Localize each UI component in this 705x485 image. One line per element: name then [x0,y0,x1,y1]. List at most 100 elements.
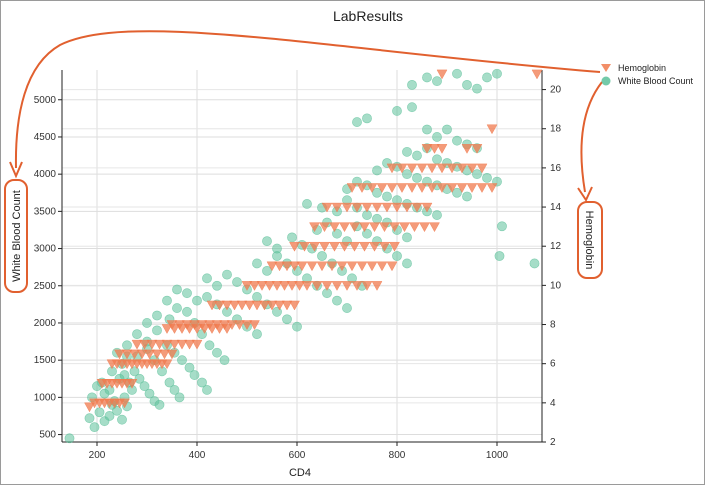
hemoglobin-point [309,241,320,252]
x-tick-label: 200 [89,450,106,461]
hemoglobin-point [204,320,215,331]
hemoglobin-point [289,261,300,272]
hemoglobin-point [339,222,350,233]
hemoglobin-point [161,359,173,370]
hemoglobin-point [376,261,388,272]
wbc-point [392,251,402,261]
hemoglobin-point [366,261,378,272]
wbc-point [89,422,100,433]
wbc-point [154,399,165,410]
wbc-point [482,72,492,83]
wbc-point [432,76,442,87]
wbc-point [182,306,192,317]
wbc-point [362,113,372,124]
hemoglobin-point [301,281,313,291]
hemoglobin-point [359,222,370,233]
hemoglobin-point [396,163,408,174]
wbc-point [372,187,382,198]
hemoglobin-point [279,281,290,291]
wbc-point [352,117,362,127]
wbc-point [164,377,175,388]
hemoglobin-point [309,222,320,233]
hemoglobin-point [399,222,410,233]
hemoglobin-point [416,163,428,174]
x-axis-title: CD4 [289,467,311,479]
hemoglobin-point [191,339,203,350]
x-tick-label: 800 [389,450,406,461]
hemoglobin-point [219,320,230,331]
y-right-tick-label: 2 [550,437,556,448]
hemoglobin-point [341,281,353,291]
hemoglobin-point [316,261,328,272]
y-axis-right-title: Hemoglobin [583,211,595,270]
y-right-tick-label: 14 [550,202,562,213]
y-right-tick-label: 8 [550,320,556,331]
data-points [64,68,543,444]
annotation-arrow-right [580,81,603,193]
hemoglobin-point [226,320,238,331]
hemoglobin-point [426,163,438,174]
hemoglobin-point [346,183,358,193]
wbc-point [172,303,182,313]
wbc-point [139,381,150,392]
wbc-point [402,169,412,180]
hemoglobin-point [181,320,193,331]
wbc-point [212,280,222,291]
hemoglobin-point [189,320,200,331]
wbc-point [302,199,312,209]
wbc-point [232,277,242,287]
hemoglobin-point [161,324,173,334]
hemoglobin-point [151,349,163,360]
hemoglobin-point [531,69,543,80]
wbc-point [252,258,262,269]
wbc-point [202,385,212,395]
hemoglobin-point [396,183,408,193]
hemoglobin-point [471,144,483,154]
wbc-point [184,362,195,373]
hemoglobin-point [371,281,383,291]
hemoglobin-point [259,300,270,311]
wbc-point [462,191,472,202]
annotation-arrow-left-head [9,161,23,179]
hemoglobin-point [236,300,248,311]
hemoglobin-point [146,339,158,350]
wbc-point [452,135,462,146]
hemoglobin-point [221,300,233,311]
y-axis-left-title: White Blood Count [11,190,23,282]
hemoglobin-point [446,183,458,193]
hemoglobin-point [421,202,433,213]
wbc-point [272,243,282,254]
hemoglobin-point [321,281,333,291]
wbc-point [142,318,152,328]
hemoglobin-point [321,202,333,213]
hemoglobin-point [369,241,380,252]
wbc-point [202,273,212,284]
wbc-point [392,106,402,116]
hemoglobin-point [184,339,195,350]
annotation-arrow-left [14,30,601,169]
hemoglobin-point [299,241,310,252]
legend-wbc-marker [601,76,611,86]
wbc-point [372,213,382,224]
wbc-point [189,370,200,380]
hemoglobin-point [486,183,498,193]
y-left-tick-label: 1000 [34,392,57,403]
hemoglobin-point [266,261,278,272]
hemoglobin-point [401,202,413,213]
x-tick-label: 600 [289,450,306,461]
hemoglobin-point [371,202,383,213]
hemoglobin-point [119,398,130,409]
wbc-point [452,187,462,198]
wbc-point [197,377,207,388]
wbc-point [122,340,132,351]
hemoglobin-point [294,281,305,291]
wbc-point [222,269,232,280]
wbc-point [407,79,417,90]
hemoglobin-point [456,183,468,193]
hemoglobin-point [331,202,343,213]
wbc-point [422,72,432,83]
wbc-point [134,373,145,384]
wbc-point [152,310,162,321]
wbc-point [219,355,230,366]
hemoglobin-point [136,349,148,360]
